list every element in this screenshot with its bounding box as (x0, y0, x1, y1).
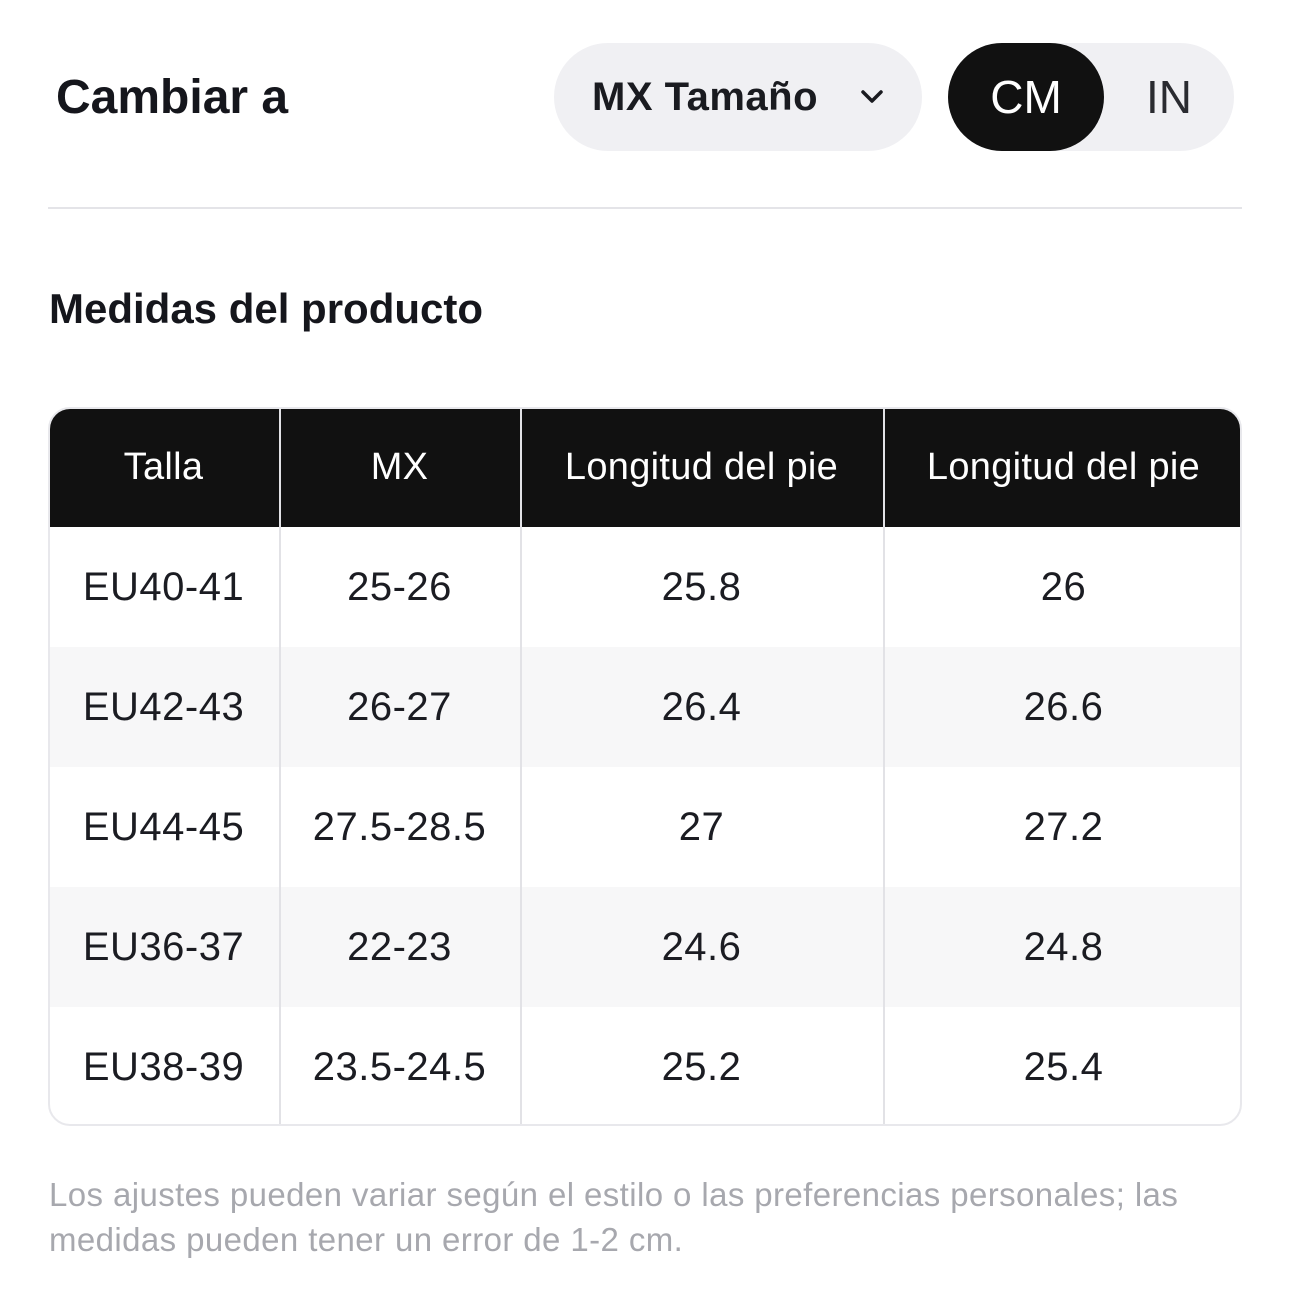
footnote-text: Los ajustes pueden variar según el estil… (49, 1176, 1179, 1258)
unit-cm-button[interactable]: CM (948, 43, 1104, 151)
table-cell: EU40-41 (82, 564, 245, 609)
table-header-cell: Longitud del pie (564, 445, 839, 488)
table-cell: 26 (1040, 564, 1087, 609)
column-divider (279, 409, 281, 1124)
table-cell: 26.4 (661, 684, 742, 729)
table-cell: 25.8 (661, 564, 742, 609)
unit-in-button[interactable]: IN (1146, 71, 1192, 123)
table-cell: 27 (678, 804, 725, 849)
column-divider (520, 409, 522, 1124)
table-header-cell: Longitud del pie (926, 445, 1201, 488)
unit-toggle: CM IN (948, 43, 1234, 151)
table-cell: EU42-43 (82, 684, 245, 729)
table-row: EU36-37 22-23 24.6 24.8 (50, 887, 1240, 1007)
table-cell: 25.4 (1023, 1044, 1104, 1089)
table-cell: 25.2 (661, 1044, 742, 1089)
table-cell: EU38-39 (82, 1044, 245, 1089)
table-row: EU44-45 27.5-28.5 27 27.2 (50, 767, 1240, 887)
table-cell: 22-23 (347, 924, 452, 969)
table-cell: 27.2 (1023, 804, 1104, 849)
table-header-row: Talla MX Longitud del pie Longitud del p… (50, 409, 1240, 527)
size-system-dropdown[interactable]: MX Tamaño (554, 43, 922, 151)
size-table: Talla MX Longitud del pie Longitud del p… (48, 407, 1242, 1126)
section-title: Medidas del producto (49, 285, 484, 332)
table-cell: EU44-45 (82, 804, 245, 849)
divider (48, 207, 1242, 209)
table-header-cell: Talla (123, 445, 204, 488)
table-cell: 24.8 (1023, 924, 1104, 969)
size-system-value: MX Tamaño (592, 74, 819, 119)
table-row: EU42-43 26-27 26.4 26.6 (50, 647, 1240, 767)
table-cell: 25-26 (347, 564, 452, 609)
chevron-down-icon (861, 90, 883, 103)
page-title: Cambiar a (56, 71, 289, 124)
table-cell: 23.5-24.5 (312, 1044, 487, 1089)
table-cell: 26-27 (347, 684, 452, 729)
table-cell: 24.6 (661, 924, 742, 969)
table-body: EU40-41 25-26 25.8 26 EU42-43 26-27 26.4… (50, 527, 1240, 1124)
table-row: EU38-39 23.5-24.5 25.2 25.4 (50, 1007, 1240, 1124)
column-divider (883, 409, 885, 1124)
table-cell: 27.5-28.5 (312, 804, 487, 849)
table-header-cell: MX (370, 445, 429, 488)
table-row: EU40-41 25-26 25.8 26 (50, 527, 1240, 647)
table-cell: EU36-37 (82, 924, 245, 969)
table-cell: 26.6 (1023, 684, 1104, 729)
